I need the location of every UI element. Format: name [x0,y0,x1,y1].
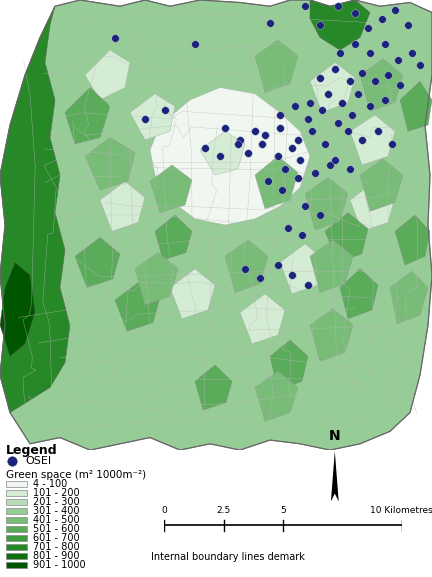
Text: OSEI: OSEI [25,456,51,466]
Text: 501 - 600: 501 - 600 [33,524,80,534]
Polygon shape [360,159,403,211]
Polygon shape [255,156,298,209]
FancyBboxPatch shape [6,553,27,559]
Polygon shape [305,178,348,230]
Text: 201 - 300: 201 - 300 [33,497,80,507]
Polygon shape [225,240,268,293]
Polygon shape [280,244,325,294]
Polygon shape [150,88,310,225]
Polygon shape [400,81,432,132]
Polygon shape [0,6,70,413]
Polygon shape [310,0,370,50]
Polygon shape [100,181,145,231]
Polygon shape [310,62,355,113]
Polygon shape [75,238,120,287]
Text: 0: 0 [161,506,167,515]
Text: 901 - 1000: 901 - 1000 [33,560,86,569]
Text: 10 Kilometres: 10 Kilometres [370,506,432,515]
FancyBboxPatch shape [6,526,27,532]
Polygon shape [170,269,215,319]
Text: 5: 5 [280,506,286,515]
Polygon shape [255,372,298,421]
Polygon shape [85,50,130,100]
FancyBboxPatch shape [6,490,27,496]
Polygon shape [135,253,178,305]
Polygon shape [350,181,395,231]
Polygon shape [310,309,353,361]
Text: Internal boundary lines demark: Internal boundary lines demark [151,552,305,562]
FancyBboxPatch shape [6,499,27,505]
Polygon shape [195,365,232,410]
Text: 701 - 800: 701 - 800 [33,542,80,552]
FancyBboxPatch shape [6,535,27,541]
Text: 101 - 200: 101 - 200 [33,488,80,498]
Polygon shape [310,240,353,293]
Text: 401 - 500: 401 - 500 [33,515,80,524]
FancyBboxPatch shape [6,508,27,514]
Text: Legend: Legend [6,444,58,457]
Polygon shape [0,263,35,357]
Text: N: N [329,429,340,443]
Polygon shape [85,137,135,190]
FancyBboxPatch shape [6,544,27,550]
Polygon shape [115,282,160,331]
FancyBboxPatch shape [6,561,27,568]
Polygon shape [155,215,192,260]
Polygon shape [0,0,432,450]
Polygon shape [65,88,110,144]
Text: 301 - 400: 301 - 400 [33,505,79,516]
Polygon shape [270,340,308,390]
Text: 801 - 900: 801 - 900 [33,550,79,561]
Text: 4 - 100: 4 - 100 [33,479,67,489]
Polygon shape [360,59,403,111]
Polygon shape [130,93,175,140]
Polygon shape [200,132,245,175]
Polygon shape [340,269,378,319]
Text: 601 - 700: 601 - 700 [33,533,80,543]
Polygon shape [240,294,285,344]
Polygon shape [331,451,339,501]
Polygon shape [150,165,192,212]
Polygon shape [350,115,395,165]
Text: Green space (m² 1000m⁻²): Green space (m² 1000m⁻²) [6,470,146,481]
Text: 2.5: 2.5 [216,506,231,515]
Polygon shape [390,271,428,324]
Polygon shape [395,215,430,265]
FancyBboxPatch shape [6,481,27,487]
Polygon shape [255,40,298,92]
FancyBboxPatch shape [6,516,27,523]
Polygon shape [325,212,368,263]
